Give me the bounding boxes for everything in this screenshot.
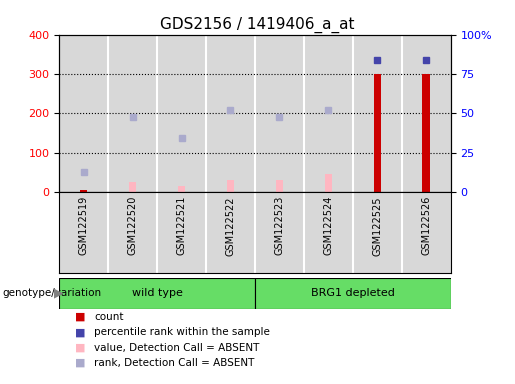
Text: BRG1 depleted: BRG1 depleted — [311, 288, 394, 298]
Bar — [324, 174, 332, 192]
Bar — [178, 186, 185, 192]
Bar — [276, 180, 283, 192]
Bar — [80, 190, 88, 192]
Text: value, Detection Call = ABSENT: value, Detection Call = ABSENT — [94, 343, 260, 353]
Text: ▶: ▶ — [54, 287, 64, 300]
Bar — [255, 278, 451, 309]
Text: GSM122526: GSM122526 — [421, 196, 431, 255]
Text: GDS2156 / 1419406_a_at: GDS2156 / 1419406_a_at — [160, 17, 355, 33]
Text: GSM122523: GSM122523 — [274, 196, 284, 255]
Bar — [422, 74, 430, 192]
Text: wild type: wild type — [132, 288, 182, 298]
Text: ■: ■ — [75, 327, 85, 337]
Text: GSM122524: GSM122524 — [323, 196, 333, 255]
Text: percentile rank within the sample: percentile rank within the sample — [94, 327, 270, 337]
Text: GSM122519: GSM122519 — [79, 196, 89, 255]
Text: GSM122521: GSM122521 — [177, 196, 186, 255]
Text: ■: ■ — [75, 343, 85, 353]
Text: genotype/variation: genotype/variation — [3, 288, 101, 298]
Text: count: count — [94, 312, 124, 322]
Text: ■: ■ — [75, 358, 85, 368]
Text: rank, Detection Call = ABSENT: rank, Detection Call = ABSENT — [94, 358, 254, 368]
Text: GSM122520: GSM122520 — [128, 196, 138, 255]
Text: GSM122525: GSM122525 — [372, 196, 382, 255]
Bar — [59, 278, 255, 309]
Text: ■: ■ — [75, 312, 85, 322]
Bar — [373, 74, 381, 192]
Bar — [129, 182, 136, 192]
Text: GSM122522: GSM122522 — [226, 196, 235, 255]
Bar — [227, 180, 234, 192]
